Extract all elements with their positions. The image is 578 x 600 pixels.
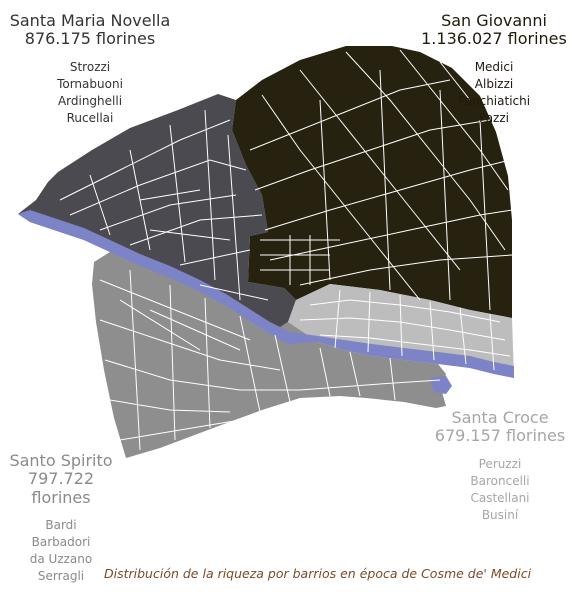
family-list: Bardi Barbadori da Uzzano Serragli [0,517,122,585]
family-name: Albizzi [474,76,514,91]
family-name: Panchiatichi [457,93,531,108]
family-name: Rucellai [66,110,114,125]
family-name: Baroncelli [470,473,530,488]
quarter-wealth: 876.175 florines [24,29,156,49]
family-name: da Uzzano [29,552,93,567]
family-name: Pazzi [479,110,509,125]
family-list: Strozzi Tornabuoni Ardinghelli Rucellai [0,59,180,127]
label-san-giovanni: San Giovanni 1.136.027 florines Medici A… [410,11,578,127]
quarter-name: Santa Maria Novella [9,11,171,30]
quarter-name: San Giovanni [441,11,547,30]
family-list: Peruzzi Baroncelli Castellani Businí [420,456,578,524]
quarter-santo-spirito [92,252,446,458]
street-network [59,49,513,451]
family-name: Medici [474,59,514,74]
family-name: Castellani [470,490,530,505]
family-name: Ardinghelli [57,93,123,108]
label-santo-spirito: Santo Spirito 797.722 florines Bardi Bar… [0,451,122,585]
family-name: Serragli [37,569,85,584]
family-name: Bardi [45,518,77,533]
quarter-san-giovanni [232,46,512,318]
family-name: Businí [481,507,519,522]
quarter-wealth: 797.722 florines [27,469,95,507]
label-santa-croce: Santa Croce 679.157 florines Peruzzi Bar… [420,408,578,524]
map-caption: Distribución de la riqueza por barrios e… [104,566,532,581]
quarter-name: Santo Spirito [9,451,113,470]
family-list: Medici Albizzi Panchiatichi Pazzi [410,59,578,127]
family-name: Tornabuoni [57,76,123,91]
quarter-wealth: 679.157 florines [434,426,566,446]
quarter-name: Santa Croce [451,408,549,427]
quarter-santa-maria-novella [18,94,296,334]
family-name: Barbadori [31,535,91,550]
arno-river [18,210,514,378]
family-name: Peruzzi [478,456,522,471]
quarter-wealth: 1.136.027 florines [421,29,567,49]
family-name: Strozzi [69,59,111,74]
label-santa-maria-novella: Santa Maria Novella 876.175 florines Str… [0,11,180,127]
